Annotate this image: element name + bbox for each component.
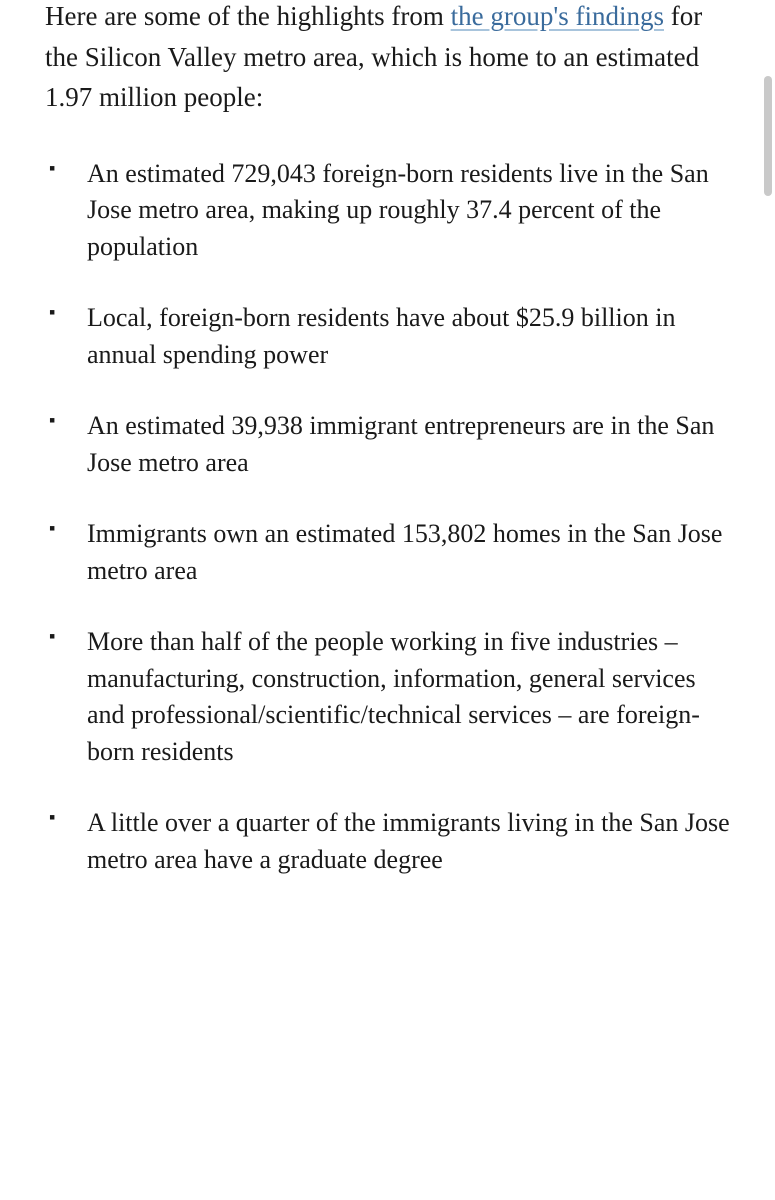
scrollbar-thumb[interactable]: [764, 76, 772, 196]
intro-paragraph: Here are some of the highlights from the…: [45, 0, 730, 118]
list-item: A little over a quarter of the immigrant…: [45, 805, 730, 879]
highlights-list: An estimated 729,043 foreign-born reside…: [45, 156, 730, 880]
list-item: An estimated 729,043 foreign-born reside…: [45, 156, 730, 267]
list-item: More than half of the people working in …: [45, 624, 730, 772]
list-item: Immigrants own an estimated 153,802 home…: [45, 516, 730, 590]
findings-link[interactable]: the group's findings: [451, 1, 664, 31]
list-item: An estimated 39,938 immigrant entreprene…: [45, 408, 730, 482]
intro-text-before: Here are some of the highlights from: [45, 1, 451, 31]
list-item: Local, foreign-born residents have about…: [45, 300, 730, 374]
scrollbar-track[interactable]: [761, 76, 775, 226]
